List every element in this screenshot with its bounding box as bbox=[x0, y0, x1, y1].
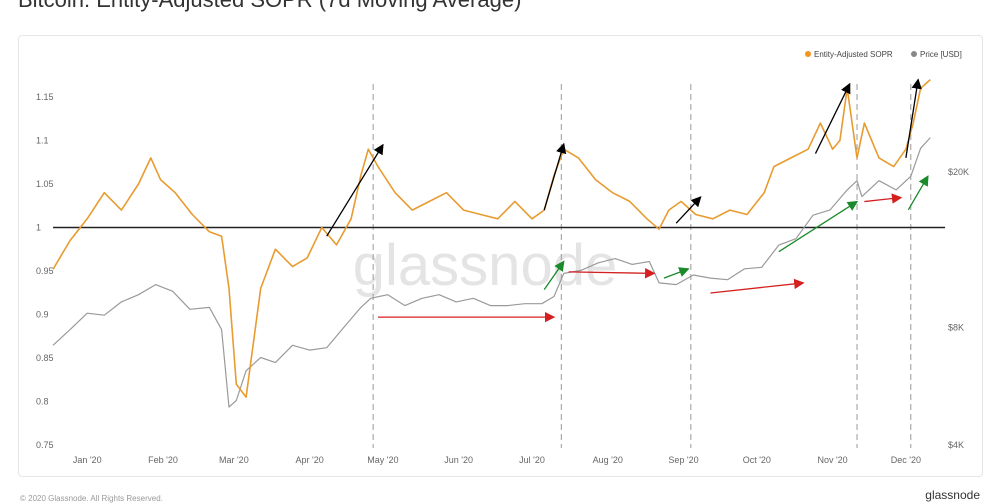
legend-swatch-2 bbox=[911, 51, 917, 57]
y-right-tick: $8K bbox=[948, 322, 964, 332]
black-arrow-1 bbox=[326, 143, 384, 237]
y-right-tick: $4K bbox=[948, 440, 964, 450]
x-tick: Nov '20 bbox=[817, 455, 847, 465]
chart-title: Bitcoin: Entity-Adjusted SOPR (7d Moving… bbox=[18, 0, 521, 13]
y-left-tick: 1.15 bbox=[36, 92, 54, 102]
y-left-tick: 0.9 bbox=[36, 310, 49, 320]
y-left-tick: 0.95 bbox=[36, 266, 54, 276]
x-tick: May '20 bbox=[367, 455, 398, 465]
chart-card bbox=[18, 35, 983, 477]
green-arrow-7 bbox=[663, 267, 690, 279]
x-tick: Aug '20 bbox=[593, 455, 623, 465]
legend-label-2: Price [USD] bbox=[920, 50, 962, 59]
footer-copyright: © 2020 Glassnode. All Rights Reserved. bbox=[20, 494, 163, 503]
x-tick: Jan '20 bbox=[73, 455, 102, 465]
green-arrow-6 bbox=[543, 260, 565, 290]
black-arrow-3 bbox=[675, 196, 702, 224]
x-tick: Oct '20 bbox=[743, 455, 771, 465]
watermark: glassnode bbox=[353, 233, 617, 298]
green-arrow-9 bbox=[907, 175, 929, 211]
red-arrow-11 bbox=[568, 268, 656, 279]
black-arrow-2 bbox=[543, 142, 567, 211]
price-series-line bbox=[52, 137, 931, 408]
x-tick: Feb '20 bbox=[148, 455, 178, 465]
footer-brand: glassnode bbox=[925, 488, 980, 502]
x-tick: Apr '20 bbox=[295, 455, 323, 465]
y-left-tick: 0.8 bbox=[36, 397, 49, 407]
x-tick: Sep '20 bbox=[668, 455, 698, 465]
red-arrow-12 bbox=[710, 278, 805, 294]
sopr-series-line bbox=[52, 79, 931, 398]
x-tick: Dec '20 bbox=[891, 455, 921, 465]
green-arrow-8 bbox=[778, 200, 859, 253]
legend-swatch-1 bbox=[805, 51, 811, 57]
x-tick: Jul '20 bbox=[519, 455, 545, 465]
y-right-tick: $20K bbox=[948, 167, 969, 177]
y-left-tick: 1 bbox=[36, 223, 41, 233]
x-tick: Jun '20 bbox=[444, 455, 473, 465]
y-left-tick: 1.05 bbox=[36, 179, 54, 189]
black-arrow-5 bbox=[905, 78, 922, 159]
red-arrow-13 bbox=[864, 193, 903, 204]
y-left-tick: 0.75 bbox=[36, 440, 54, 450]
y-left-tick: 0.85 bbox=[36, 353, 54, 363]
y-left-tick: 1.1 bbox=[36, 136, 49, 146]
legend-label-1: Entity-Adjusted SOPR bbox=[814, 50, 893, 59]
black-arrow-4 bbox=[814, 82, 851, 154]
x-tick: Mar '20 bbox=[219, 455, 249, 465]
